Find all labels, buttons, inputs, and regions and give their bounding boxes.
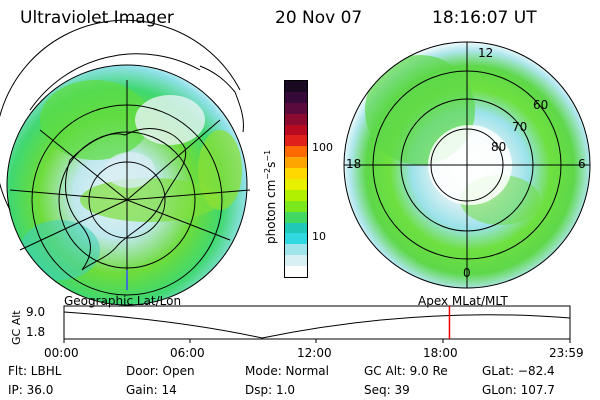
altitude-curve [63, 311, 571, 339]
colorbar-segment [285, 179, 307, 190]
geo-grid [0, 19, 251, 306]
filter-info: Flt: LBHL [8, 364, 62, 378]
colorbar-segment [285, 135, 307, 147]
door-info: Door: Open [126, 364, 195, 378]
mlat-70-label: 70 [512, 120, 528, 134]
geo-panel-label: Geographic Lat/Lon [64, 294, 182, 308]
colorbar-segment [285, 113, 307, 125]
seq-info: Seq: 39 [364, 383, 410, 397]
ip-info: IP: 36.0 [8, 383, 54, 397]
gc-alt-info: GC Alt: 9.0 Re [364, 364, 448, 378]
mode-info: Mode: Normal [245, 364, 329, 378]
colorbar-segment [285, 266, 307, 277]
mlt-6-label: 6 [578, 157, 586, 171]
gain-info: Gain: 14 [126, 383, 177, 397]
colorbar-segment [285, 91, 307, 103]
colorbar-segment [285, 233, 307, 245]
mlt-12-label: 12 [478, 46, 494, 60]
altitude-max-label: 9.0 [26, 305, 46, 319]
colorbar-segment [285, 81, 307, 92]
colorbar-segment [285, 222, 307, 234]
altitude-min-label: 1.8 [26, 325, 46, 339]
time-tick-1200: 12:00 [297, 346, 332, 360]
time-tick-2359: 23:59 [549, 346, 584, 360]
mlt-18-label: 18 [346, 157, 362, 171]
colorbar [284, 80, 308, 278]
colorbar-segment [285, 146, 307, 158]
colorbar-tick-10: 10 [312, 230, 326, 243]
glat-info: GLat: −82.4 [482, 364, 555, 378]
mlat-60-label: 60 [533, 98, 549, 112]
mlat-80-label: 80 [491, 140, 507, 154]
colorbar-tick-100: 100 [312, 141, 333, 154]
time-tick-1800: 18:00 [423, 346, 458, 360]
colorbar-segment [285, 124, 307, 136]
mag-grid [343, 41, 591, 289]
colorbar-segment [285, 157, 307, 169]
time-label: 18:16:07 UT [432, 8, 537, 28]
colorbar-segment [285, 200, 307, 212]
glon-info: GLon: 107.7 [482, 383, 555, 397]
colorbar-segment [285, 255, 307, 267]
date-label: 20 Nov 07 [275, 8, 363, 28]
colorbar-segment [285, 189, 307, 201]
colorbar-segment [285, 244, 307, 256]
time-tick-0600: 06:00 [170, 346, 205, 360]
time-tick-0000: 00:00 [44, 346, 79, 360]
colorbar-segment [285, 102, 307, 114]
mag-panel-label: Apex MLat/MLT [418, 294, 508, 308]
coastline [64, 128, 187, 271]
instrument-title: Ultraviolet Imager [20, 8, 174, 28]
dsp-info: Dsp: 1.0 [245, 383, 296, 397]
mlt-0-label: 0 [463, 266, 471, 280]
colorbar-segment [285, 211, 307, 223]
colorbar-segment [285, 168, 307, 180]
